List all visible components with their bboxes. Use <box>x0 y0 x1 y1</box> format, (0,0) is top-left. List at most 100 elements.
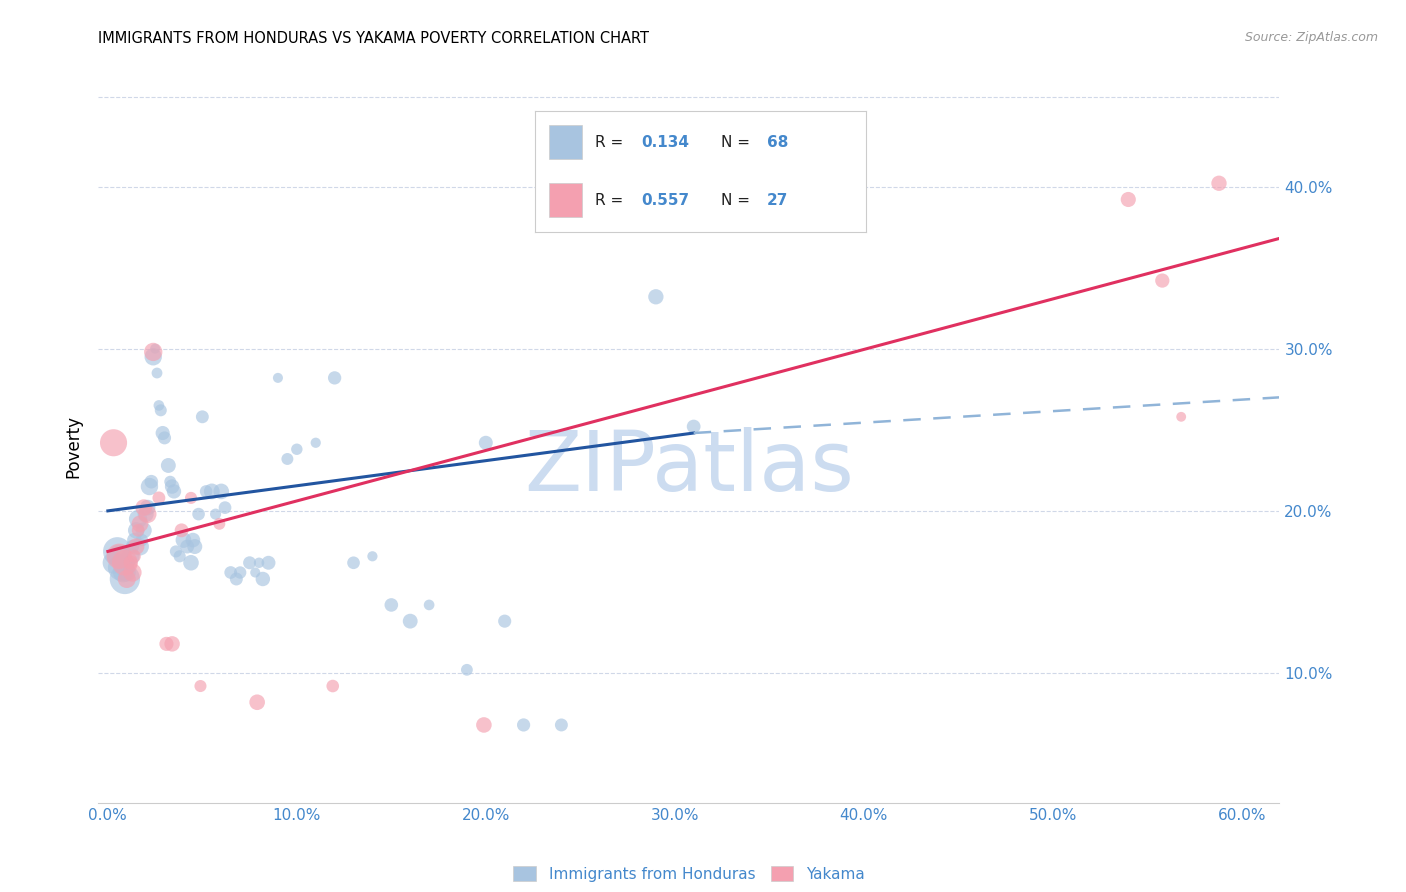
Text: N =: N = <box>721 135 755 150</box>
Text: R =: R = <box>595 193 628 208</box>
Point <box>191 409 214 424</box>
Point <box>114 556 136 570</box>
Point <box>190 679 212 693</box>
Point <box>136 507 159 521</box>
Point <box>136 500 159 515</box>
Point <box>187 507 209 521</box>
Point <box>115 572 138 586</box>
Text: 0.557: 0.557 <box>641 193 689 208</box>
Point <box>110 560 132 574</box>
Point <box>121 566 143 580</box>
Point <box>225 572 247 586</box>
Point <box>160 479 183 493</box>
Point <box>181 533 204 547</box>
Point <box>418 598 440 612</box>
Point <box>108 549 131 564</box>
Point <box>129 540 152 554</box>
Point <box>323 371 346 385</box>
Point <box>124 533 146 547</box>
Point <box>172 533 194 547</box>
Point <box>550 718 572 732</box>
Point <box>475 435 498 450</box>
Point <box>184 540 207 554</box>
Point <box>143 342 166 356</box>
Point <box>152 425 174 440</box>
Point <box>121 540 143 554</box>
Point <box>1170 409 1192 424</box>
Point <box>257 556 280 570</box>
Point <box>129 516 152 531</box>
Legend: Immigrants from Honduras, Yakama: Immigrants from Honduras, Yakama <box>508 860 870 888</box>
Point <box>120 556 142 570</box>
Point <box>239 556 262 570</box>
Point <box>111 566 134 580</box>
Point <box>472 718 495 732</box>
Point <box>252 572 274 586</box>
Point <box>267 371 290 385</box>
Point <box>180 491 202 505</box>
Point <box>125 524 148 538</box>
Point <box>148 491 170 505</box>
Point <box>127 524 149 538</box>
Point <box>682 419 704 434</box>
Text: Source: ZipAtlas.com: Source: ZipAtlas.com <box>1244 31 1378 45</box>
Point <box>103 556 125 570</box>
Point <box>125 540 148 554</box>
Point <box>245 566 267 580</box>
Point <box>124 549 146 564</box>
Point <box>305 435 328 450</box>
Point <box>103 435 125 450</box>
Point <box>246 695 269 709</box>
Point <box>1208 176 1230 190</box>
Point <box>160 637 183 651</box>
Text: ZIPatlas: ZIPatlas <box>524 427 853 508</box>
Bar <box>548 184 582 218</box>
Point <box>115 566 138 580</box>
Text: R =: R = <box>595 135 628 150</box>
Point <box>135 507 157 521</box>
Point <box>170 524 193 538</box>
Point <box>247 556 270 570</box>
Text: IMMIGRANTS FROM HONDURAS VS YAKAMA POVERTY CORRELATION CHART: IMMIGRANTS FROM HONDURAS VS YAKAMA POVER… <box>98 31 650 46</box>
Point <box>201 484 224 499</box>
Point <box>512 718 534 732</box>
Point <box>644 290 666 304</box>
Point <box>153 431 176 445</box>
Point <box>322 679 344 693</box>
Point <box>209 484 232 499</box>
Point <box>141 475 163 489</box>
Point <box>155 637 177 651</box>
Text: N =: N = <box>721 193 755 208</box>
Point <box>399 614 422 628</box>
Point <box>105 544 128 558</box>
Text: 27: 27 <box>766 193 789 208</box>
Point <box>195 484 218 499</box>
Point <box>219 566 242 580</box>
Text: 0.134: 0.134 <box>641 135 689 150</box>
Point <box>138 479 160 493</box>
Point <box>131 533 153 547</box>
Point <box>276 452 298 467</box>
Point <box>456 663 478 677</box>
Point <box>229 566 252 580</box>
Point <box>208 516 231 531</box>
Point <box>120 549 142 564</box>
Point <box>285 442 308 457</box>
Point <box>132 524 155 538</box>
Point <box>146 366 169 380</box>
Point <box>108 549 131 564</box>
Point <box>180 556 202 570</box>
Point <box>204 507 226 521</box>
Point <box>1116 193 1139 207</box>
Point <box>214 500 236 515</box>
Point <box>157 458 180 473</box>
Point <box>494 614 516 628</box>
Bar <box>548 125 582 159</box>
Point <box>380 598 402 612</box>
Y-axis label: Poverty: Poverty <box>65 415 83 477</box>
Point <box>163 484 186 499</box>
Point <box>169 549 191 564</box>
Point <box>176 540 198 554</box>
Point <box>361 549 384 564</box>
Point <box>132 500 155 515</box>
